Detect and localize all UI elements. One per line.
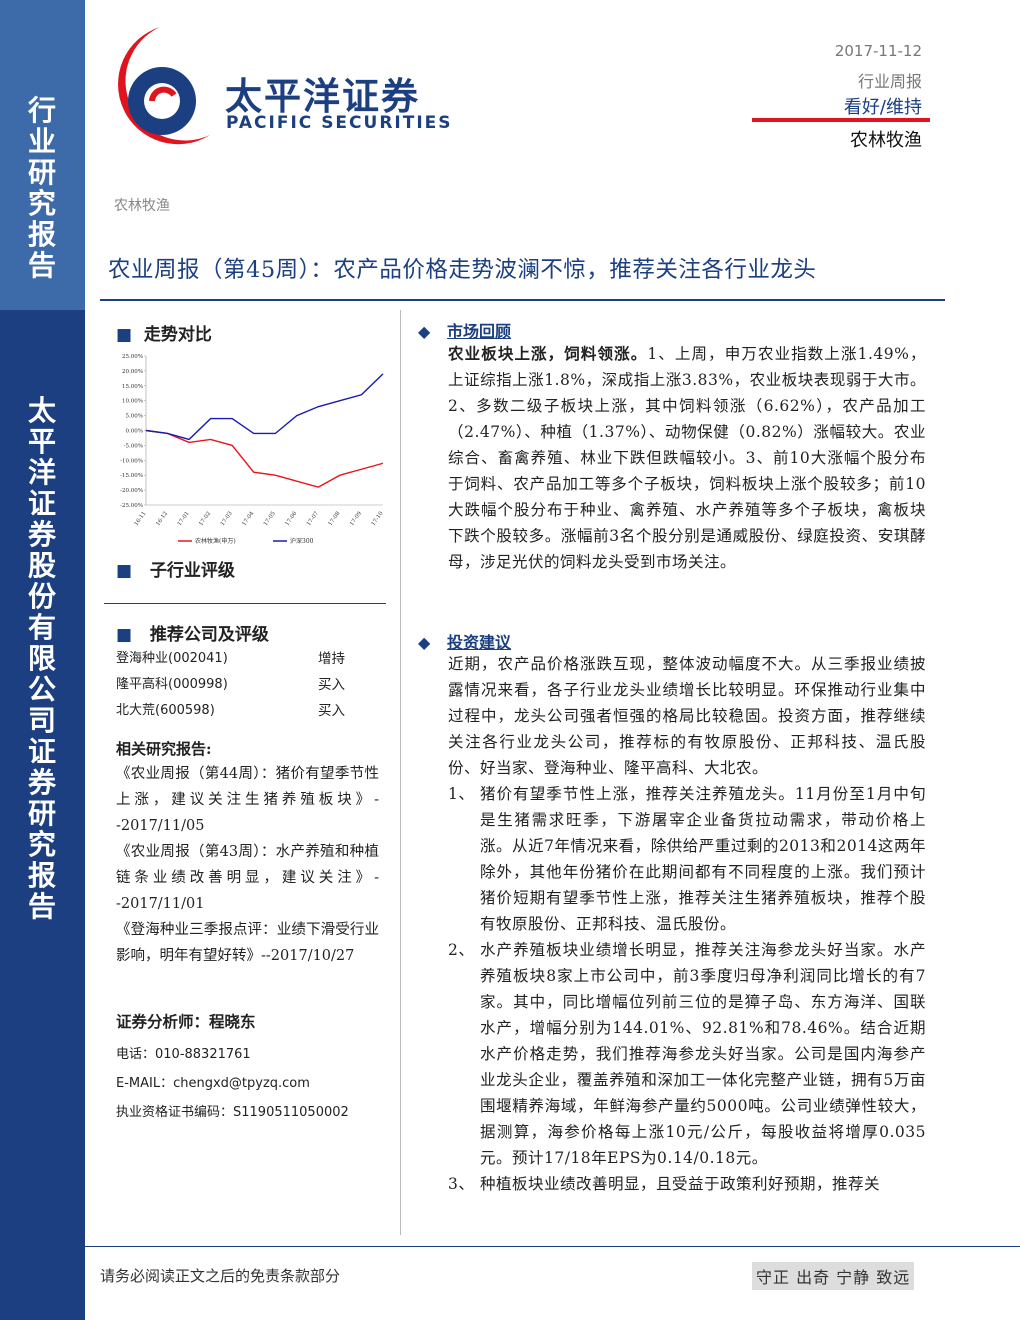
pick-company: 登海种业(002041) xyxy=(116,651,228,666)
invest-item: 1、 猪价有望季节性上涨，推荐关注养殖龙头。11月份至1月中旬是生猪需求旺季，下游… xyxy=(448,781,926,937)
pick-row: 登海种业(002041) 增持 xyxy=(116,646,386,672)
x-tick-label: 17-04 xyxy=(241,510,255,527)
y-tick-label: 10.00% xyxy=(122,399,143,405)
picks-heading: ■ 推荐公司及评级 xyxy=(116,625,269,645)
trend-chart: 25.00% 20.00% 15.00% 10.00% 5.00% 0.00% -5.00%… xyxy=(120,354,385,545)
x-tick-label: 17-10 xyxy=(371,510,385,527)
y-tick-label: 5.00% xyxy=(126,414,143,420)
y-tick-label: -15.00% xyxy=(120,473,143,479)
y-tick-label: -5.00% xyxy=(124,443,143,449)
invest-heading: ◆ 投资建议 xyxy=(418,633,512,652)
contact-line: 电话：010-88321761 xyxy=(116,1047,251,1062)
x-tick-label: 17-06 xyxy=(284,510,298,527)
invest-heading-text: 投资建议 xyxy=(447,633,512,652)
invest-item-number: 2、 xyxy=(448,941,475,959)
x-tick-label: 17-03 xyxy=(220,510,234,527)
picks-heading-text: 推荐公司及评级 xyxy=(149,625,269,645)
title-rule xyxy=(100,299,945,301)
motto: 守正 出奇 宁静 致远 xyxy=(752,1262,915,1290)
trend-heading: ■ 走势对比 xyxy=(116,325,212,345)
x-tick-label: 16-12 xyxy=(155,511,169,527)
x-tick-label: 17-05 xyxy=(263,510,277,527)
y-tick-label: -20.00% xyxy=(120,488,143,494)
x-tick-label: 17-08 xyxy=(328,510,342,527)
reports-list: 《农业周报（第44周）：猪价有望季节性上涨，建议关注生猪养殖板块》--2017/… xyxy=(116,761,379,969)
pick-row: 隆平高科(000998) 买入 xyxy=(116,672,386,698)
x-tick-label: 17-01 xyxy=(177,511,191,527)
analyst: 证券分析师：程晓东 xyxy=(116,1012,256,1031)
pick-rating: 买入 xyxy=(318,677,345,693)
rating-rule xyxy=(752,118,930,122)
rating: 看好/维持 xyxy=(843,97,922,118)
market-heading-text: 市场回顾 xyxy=(447,322,512,341)
invest-item-text: 猪价有望季节性上涨，推荐关注养殖龙头。11月份至1月中旬是生猪需求旺季，下游屠宰… xyxy=(480,785,926,933)
contacts: 电话：010-88321761 E-MAIL：chengxd@tpyzq.com 执… xyxy=(116,1040,349,1127)
section-rule xyxy=(104,603,386,604)
x-tick-label: 17-07 xyxy=(306,510,320,527)
y-tick-label: -10.00% xyxy=(120,458,143,464)
picks-table: 登海种业(002041) 增持 隆平高科(000998) 买入 北大荒(600598) 买… xyxy=(116,646,386,724)
reports-heading: 相关研究报告: xyxy=(116,740,212,758)
sidebar-top xyxy=(0,0,85,310)
breadcrumb: 农林牧渔 xyxy=(114,198,170,214)
market-heading: ◆ 市场回顾 xyxy=(418,322,512,341)
date: 2017-11-12 xyxy=(834,42,922,60)
pick-company: 北大荒(600598) xyxy=(116,703,215,718)
title: 农业周报（第45周）：农产品价格走势波澜不惊，推荐关注各行业龙头 xyxy=(108,257,817,283)
series-line xyxy=(145,373,384,441)
footer-rule xyxy=(85,1246,1020,1247)
invest-item-number: 1、 xyxy=(448,785,475,803)
report-item: 《农业周报（第44周）：猪价有望季节性上涨，建议关注生猪养殖板块》--2017/… xyxy=(116,766,379,834)
report-item: 《登海种业三季报点评：业绩下滑受行业影响，明年有望好转》--2017/10/27 xyxy=(116,922,379,964)
invest-intro: 近期，农产品价格涨跌互现，整体波动幅度不大。从三季报业绩披露情况来看，各子行业龙… xyxy=(448,655,926,777)
sub-rating-heading-text: 子行业评级 xyxy=(149,561,235,581)
contact-line: E-MAIL：chengxd@tpyzq.com xyxy=(116,1076,310,1091)
pick-company: 隆平高科(000998) xyxy=(116,677,228,692)
market-lead: 农业板块上涨，饲料领涨。 xyxy=(448,344,648,363)
pick-row: 北大荒(600598) 买入 xyxy=(116,698,386,724)
logo-cn: 太平洋证券 xyxy=(225,75,420,118)
y-tick-label: 25.00% xyxy=(122,354,143,360)
invest-list: 1、 猪价有望季节性上涨，推荐关注养殖龙头。11月份至1月中旬是生猪需求旺季，下游… xyxy=(448,781,926,1197)
y-tick-label: 20.00% xyxy=(122,369,143,375)
invest-item-number: 3、 xyxy=(448,1175,475,1193)
disclaimer: 请务必阅读正文之后的免责条款部分 xyxy=(100,1267,341,1285)
x-tick-label: 17-02 xyxy=(198,511,212,527)
sidebar-bottom-text: 太平洋证券股份有限公司证券研究报告 xyxy=(27,394,56,923)
y-tick-label: 15.00% xyxy=(122,384,143,390)
legend-label: 农林牧渔(申万) xyxy=(195,537,236,545)
pick-rating: 买入 xyxy=(318,703,345,719)
x-tick-label: 16-11 xyxy=(134,511,148,527)
report-type: 行业周报 xyxy=(857,72,922,91)
logo-mark xyxy=(118,27,210,145)
series-line xyxy=(145,429,384,488)
y-tick-label: 0.00% xyxy=(126,429,143,435)
market-body: 1、上周，申万农业指数上涨1.49%，上证综指上涨1.8%，深成指上涨3.83%… xyxy=(448,345,926,571)
pick-rating: 增持 xyxy=(318,651,345,667)
logo-en: PACIFIC SECURITIES xyxy=(226,113,453,133)
contact-line: 执业资格证书编码：S1190511050002 xyxy=(116,1105,349,1120)
invest-item: 3、 种植板块业绩改善明显，且受益于政策利好预期，推荐关 xyxy=(448,1171,926,1197)
sidebar-bottom xyxy=(0,310,85,1320)
report-item: 《农业周报（第43周）：水产养殖和种植链条业绩改善明显，建议关注》--2017/… xyxy=(116,844,379,912)
invest-item: 2、 水产养殖板块业绩增长明显，推荐关注海参龙头好当家。水产养殖板块8家上市公司中… xyxy=(448,937,926,1171)
x-tick-label: 17-09 xyxy=(349,510,363,527)
legend-label: 沪深300 xyxy=(290,537,314,545)
column-divider xyxy=(400,310,401,1235)
sidebar-top-text: 行业研究报告 xyxy=(27,94,56,282)
market-text: 农业板块上涨，饲料领涨。1、上周，申万农业指数上涨1.49%，上证综指上涨1.8… xyxy=(448,341,926,575)
y-tick-label: -25.00% xyxy=(120,503,143,509)
sub-rating-heading: ■ 子行业评级 xyxy=(116,561,235,581)
trend-heading-text: 走势对比 xyxy=(143,325,212,345)
industry: 农林牧渔 xyxy=(850,130,922,151)
invest-item-text: 种植板块业绩改善明显，且受益于政策利好预期，推荐关 xyxy=(480,1175,881,1193)
invest-item-text: 水产养殖板块业绩增长明显，推荐关注海参龙头好当家。水产养殖板块8家上市公司中，前… xyxy=(480,941,926,1167)
